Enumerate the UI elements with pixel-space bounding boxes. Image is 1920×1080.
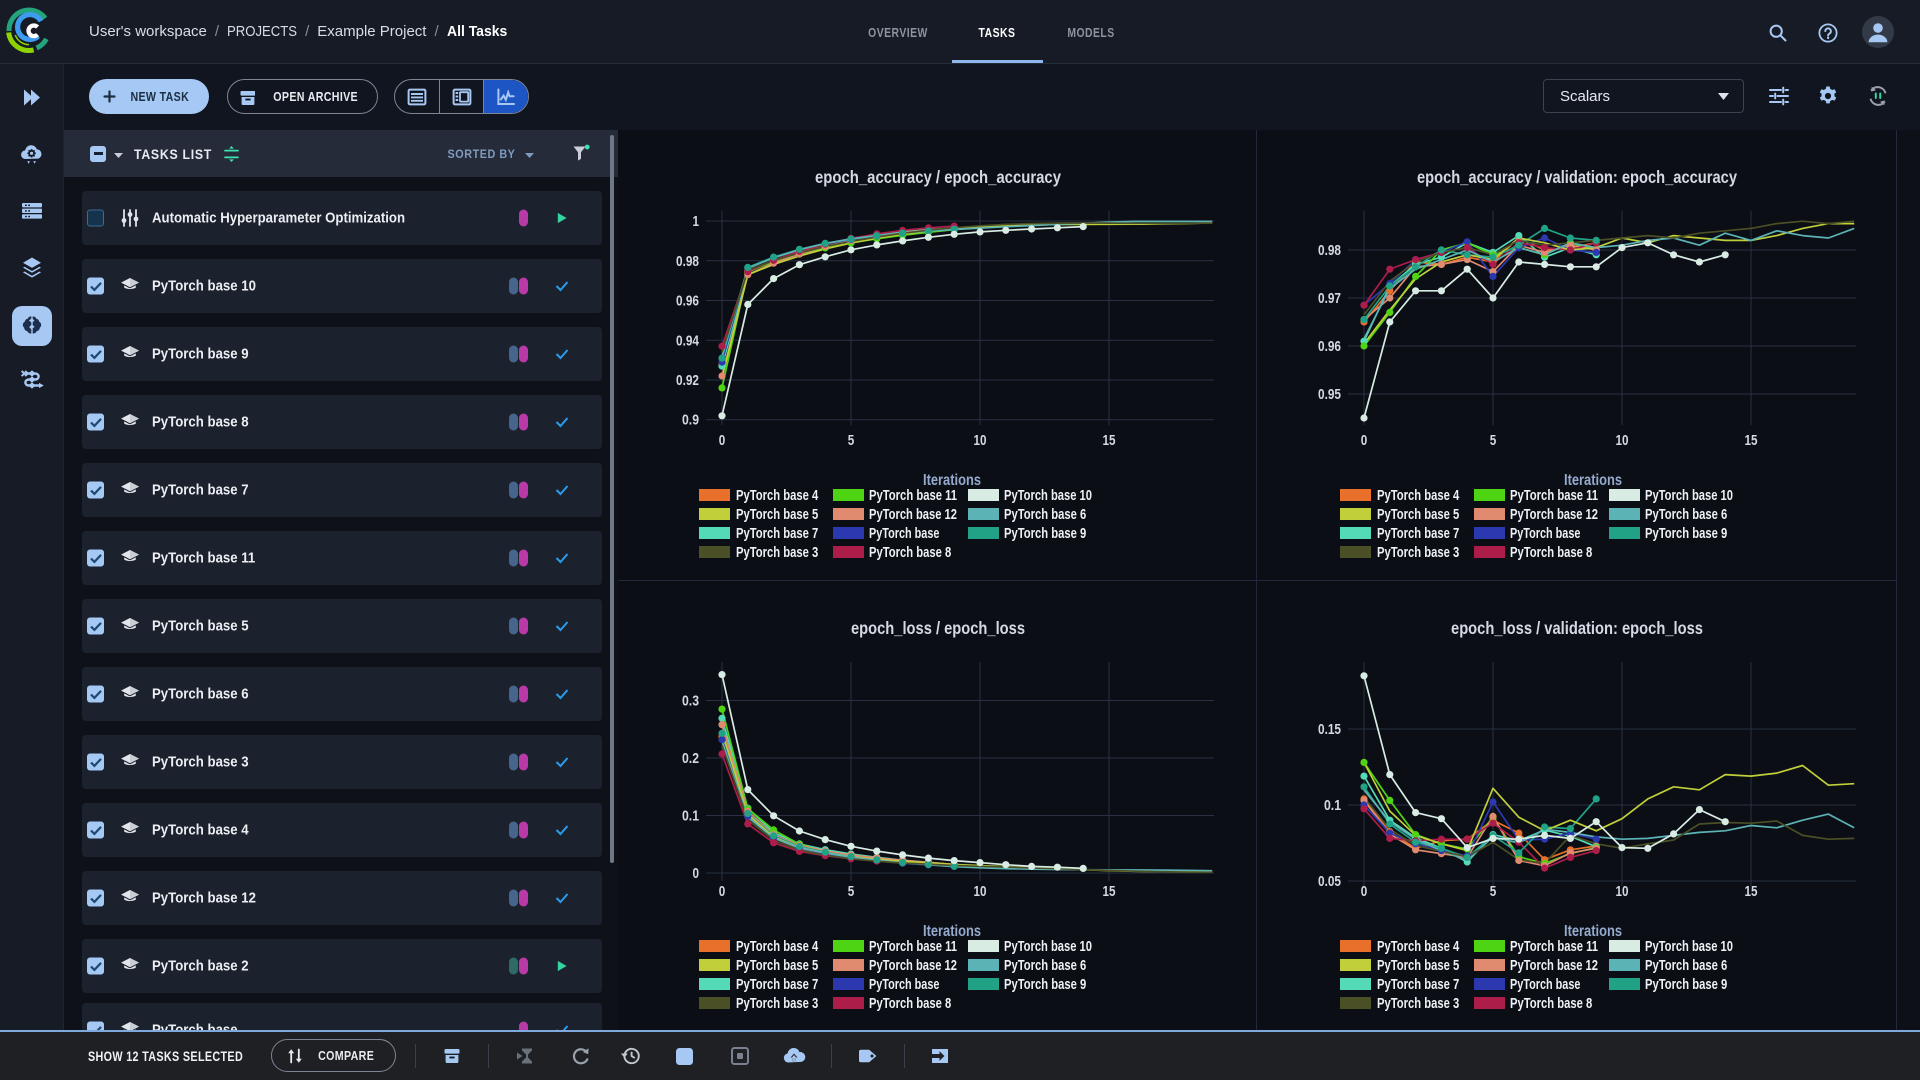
svg-text:Iterations: Iterations	[923, 923, 981, 940]
svg-text:PyTorch base 3: PyTorch base 3	[736, 995, 818, 1012]
svg-text:PyTorch base 4: PyTorch base 4	[736, 487, 819, 504]
svg-text:0.98: 0.98	[1318, 242, 1341, 259]
svg-text:0.15: 0.15	[1318, 721, 1341, 738]
svg-text:0: 0	[719, 432, 726, 449]
svg-text:PyTorch base 10: PyTorch base 10	[1645, 487, 1733, 504]
svg-text:0: 0	[719, 883, 726, 900]
svg-text:PyTorch base 8: PyTorch base 8	[1510, 995, 1592, 1012]
svg-text:Iterations: Iterations	[1564, 472, 1622, 489]
svg-text:0.98: 0.98	[676, 253, 699, 270]
svg-text:PyTorch base: PyTorch base	[869, 525, 939, 542]
svg-text:PyTorch base 7: PyTorch base 7	[1377, 976, 1459, 993]
svg-text:PyTorch base 6: PyTorch base 6	[1004, 506, 1086, 523]
svg-text:Iterations: Iterations	[1564, 923, 1622, 940]
svg-text:10: 10	[1616, 432, 1629, 449]
svg-text:5: 5	[1490, 432, 1497, 449]
svg-text:PyTorch base 3: PyTorch base 3	[1377, 995, 1459, 1012]
svg-text:epoch_loss / validation: epoch: epoch_loss / validation: epoch_loss	[1451, 618, 1703, 638]
svg-text:PyTorch base 3: PyTorch base 3	[736, 544, 818, 561]
svg-text:0.9: 0.9	[682, 412, 699, 429]
svg-text:PyTorch base 7: PyTorch base 7	[736, 525, 818, 542]
svg-text:PyTorch base 7: PyTorch base 7	[736, 976, 818, 993]
svg-text:PyTorch base 9: PyTorch base 9	[1645, 525, 1727, 542]
svg-text:5: 5	[848, 432, 855, 449]
svg-text:PyTorch base 12: PyTorch base 12	[1510, 506, 1598, 523]
svg-text:10: 10	[974, 883, 987, 900]
svg-text:PyTorch base 10: PyTorch base 10	[1645, 938, 1733, 955]
svg-text:PyTorch base 12: PyTorch base 12	[1510, 957, 1598, 974]
svg-text:0: 0	[693, 865, 700, 882]
svg-text:5: 5	[848, 883, 855, 900]
svg-text:5: 5	[1490, 883, 1497, 900]
svg-text:0.05: 0.05	[1318, 873, 1341, 890]
svg-text:PyTorch base 6: PyTorch base 6	[1004, 957, 1086, 974]
svg-text:PyTorch base 4: PyTorch base 4	[736, 938, 819, 955]
svg-text:PyTorch base 4: PyTorch base 4	[1377, 938, 1460, 955]
svg-text:PyTorch base 10: PyTorch base 10	[1004, 487, 1092, 504]
svg-text:PyTorch base: PyTorch base	[869, 976, 939, 993]
svg-text:PyTorch base: PyTorch base	[1510, 976, 1580, 993]
svg-text:PyTorch base 5: PyTorch base 5	[736, 506, 818, 523]
svg-text:10: 10	[1616, 883, 1629, 900]
svg-text:0: 0	[1361, 883, 1368, 900]
svg-text:PyTorch base 9: PyTorch base 9	[1645, 976, 1727, 993]
svg-text:PyTorch base 8: PyTorch base 8	[1510, 544, 1592, 561]
svg-text:PyTorch base: PyTorch base	[1510, 525, 1580, 542]
svg-text:Iterations: Iterations	[923, 472, 981, 489]
svg-text:epoch_accuracy / epoch_accurac: epoch_accuracy / epoch_accuracy	[815, 167, 1061, 187]
svg-text:PyTorch base 9: PyTorch base 9	[1004, 525, 1086, 542]
svg-text:0.1: 0.1	[1324, 797, 1341, 814]
svg-text:0.92: 0.92	[676, 372, 699, 389]
svg-text:PyTorch base 11: PyTorch base 11	[1510, 487, 1598, 504]
svg-text:PyTorch base 4: PyTorch base 4	[1377, 487, 1460, 504]
svg-text:PyTorch base 12: PyTorch base 12	[869, 957, 957, 974]
svg-text:0.97: 0.97	[1318, 290, 1341, 307]
svg-text:PyTorch base 5: PyTorch base 5	[1377, 957, 1459, 974]
svg-text:PyTorch base 10: PyTorch base 10	[1004, 938, 1092, 955]
svg-text:PyTorch base 9: PyTorch base 9	[1004, 976, 1086, 993]
svg-text:0.94: 0.94	[676, 332, 700, 349]
svg-text:1: 1	[693, 213, 700, 230]
svg-text:PyTorch base 12: PyTorch base 12	[869, 506, 957, 523]
svg-text:PyTorch base 11: PyTorch base 11	[1510, 938, 1598, 955]
svg-text:0: 0	[1361, 432, 1368, 449]
svg-text:10: 10	[974, 432, 987, 449]
svg-text:0.2: 0.2	[682, 750, 699, 767]
svg-text:epoch_accuracy / validation: e: epoch_accuracy / validation: epoch_accur…	[1417, 167, 1737, 187]
svg-text:PyTorch base 6: PyTorch base 6	[1645, 506, 1727, 523]
svg-text:15: 15	[1103, 432, 1116, 449]
svg-text:PyTorch base 3: PyTorch base 3	[1377, 544, 1459, 561]
svg-text:15: 15	[1745, 432, 1758, 449]
svg-text:0.96: 0.96	[1318, 338, 1341, 355]
svg-text:PyTorch base 11: PyTorch base 11	[869, 487, 957, 504]
svg-text:PyTorch base 7: PyTorch base 7	[1377, 525, 1459, 542]
svg-text:0.96: 0.96	[676, 293, 699, 310]
svg-text:PyTorch base 5: PyTorch base 5	[736, 957, 818, 974]
svg-text:0.1: 0.1	[682, 808, 699, 825]
svg-text:PyTorch base 8: PyTorch base 8	[869, 544, 951, 561]
svg-text:epoch_loss / epoch_loss: epoch_loss / epoch_loss	[851, 618, 1025, 638]
svg-text:PyTorch base 11: PyTorch base 11	[869, 938, 957, 955]
svg-text:15: 15	[1103, 883, 1116, 900]
svg-text:15: 15	[1745, 883, 1758, 900]
svg-text:PyTorch base 5: PyTorch base 5	[1377, 506, 1459, 523]
svg-text:0.3: 0.3	[682, 693, 699, 710]
svg-text:0.95: 0.95	[1318, 386, 1341, 403]
svg-text:PyTorch base 8: PyTorch base 8	[869, 995, 951, 1012]
svg-text:PyTorch base 6: PyTorch base 6	[1645, 957, 1727, 974]
